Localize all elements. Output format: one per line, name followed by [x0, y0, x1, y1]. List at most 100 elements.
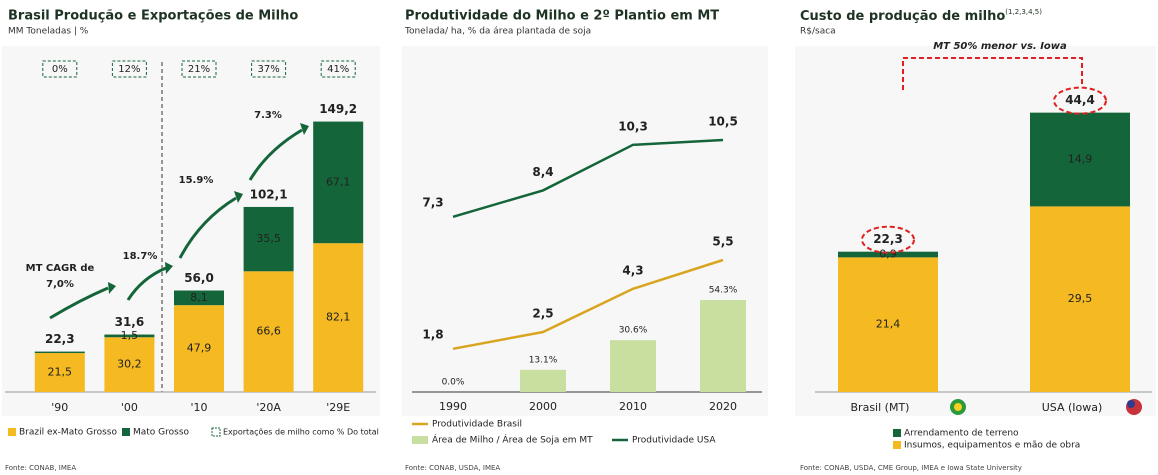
- data-label: 1,8: [422, 327, 443, 341]
- bar-segment: [313, 121, 364, 244]
- x-tick-label: 2010: [619, 400, 647, 413]
- total-highlight: [1053, 86, 1107, 115]
- chart-subtitle: Tonelada/ ha, % da área plantada de soja: [404, 27, 591, 37]
- export-box: [320, 60, 356, 78]
- arrow-head: [300, 123, 309, 135]
- chart-title: Produtividade do Milho e 2º Plantio em M…: [405, 9, 719, 24]
- annotation: 18.7%: [123, 251, 158, 262]
- data-label: 21,4: [876, 318, 901, 331]
- title-note: (1,2,3,4,5): [1005, 8, 1042, 16]
- bar: [520, 369, 566, 392]
- source: Fonte: CONAB, USDA, IMEA: [405, 464, 500, 472]
- legend-swatch: [122, 428, 130, 436]
- legend-label: Exportações de milho como % Do total: [223, 428, 379, 437]
- annotation: MT CAGR de: [26, 263, 95, 274]
- bar-segment: [174, 290, 224, 306]
- bar-segment: [1030, 112, 1130, 207]
- legend-swatch: [8, 428, 16, 436]
- total-label: 44,4: [1065, 93, 1095, 107]
- export-share-label: 0%: [52, 64, 68, 75]
- data-label: 10,3: [618, 119, 648, 133]
- arrow-head: [165, 262, 173, 274]
- legend-label: Área de Milho / Área de Soja em MT: [432, 434, 593, 446]
- flag-brazil-inner: [954, 403, 962, 411]
- data-label: 1,5: [121, 329, 139, 342]
- data-label: 2,5: [532, 307, 553, 321]
- x-tick-label: USA (Iowa): [1042, 401, 1103, 414]
- data-label: 13.1%: [529, 355, 558, 365]
- legend-label: Arrendamento de terreno: [904, 429, 1019, 439]
- data-label: 54.3%: [709, 286, 738, 296]
- export-share-label: 12%: [118, 64, 140, 75]
- total-label: 31,6: [115, 315, 145, 329]
- chart-title: Custo de produção de milho(1,2,3,4,5): [800, 8, 1042, 24]
- bar-segment: [838, 257, 938, 392]
- flag-usa-inner: [1127, 400, 1135, 408]
- legend-label: Produtividade Brasil: [432, 420, 522, 430]
- line: [452, 258, 724, 351]
- data-label: 35,5: [256, 232, 281, 245]
- chart-title: Brasil Produção e Exportações de Milho: [8, 9, 298, 24]
- export-box: [111, 60, 147, 78]
- bar-segment: [243, 206, 294, 272]
- x-tick-label: 2020: [709, 400, 737, 413]
- legend-swatch: [211, 427, 221, 437]
- total-label: 102,1: [250, 187, 288, 201]
- legend-swatch: [412, 436, 428, 444]
- growth-arrows: [49, 128, 303, 320]
- title-text: Custo de produção de milho: [800, 9, 1005, 24]
- export-share-label: 21%: [188, 64, 210, 75]
- data-label: 5,5: [712, 235, 733, 249]
- x-tick-label: '00: [121, 401, 138, 414]
- data-label: 8,4: [532, 165, 553, 179]
- export-box: [181, 60, 217, 78]
- data-label: 30.6%: [619, 326, 648, 336]
- total-highlight: [861, 225, 915, 254]
- bar-segment: [104, 334, 155, 338]
- bar-segment: [34, 351, 85, 354]
- data-label: 47,9: [187, 342, 212, 355]
- data-label: 29,5: [1068, 292, 1093, 305]
- data-label: 67,1: [326, 175, 351, 188]
- legend-swatch: [893, 441, 901, 449]
- data-label: 21,5: [48, 366, 73, 379]
- legend-label: Insumos, equipamentos e mão de obra: [904, 441, 1080, 451]
- comparison-bracket: [902, 57, 1083, 90]
- total-label: 22,3: [873, 232, 903, 246]
- bar-segment: [313, 243, 364, 392]
- data-label: 30,2: [117, 358, 142, 371]
- export-box: [42, 60, 78, 78]
- arrow-head: [108, 282, 116, 294]
- arrow: [178, 196, 237, 259]
- data-label: 7,3: [422, 195, 443, 209]
- x-tick-label: '90: [51, 401, 68, 414]
- data-label: 14,9: [1068, 153, 1093, 166]
- bar-segment: [104, 337, 155, 392]
- total-label: 56,0: [184, 271, 214, 285]
- source: Fonte: CONAB, USDA, CME Group, IMEA e Io…: [800, 464, 1022, 472]
- data-label: 0.0%: [442, 378, 465, 388]
- legend-swatch: [893, 429, 901, 437]
- x-tick-label: '20A: [256, 401, 281, 414]
- bar-segment: [1030, 206, 1130, 392]
- x-tick-label: '29E: [326, 401, 350, 414]
- bar-segment: [243, 271, 294, 392]
- x-tick-label: Brasil (MT): [851, 401, 910, 414]
- legend-label: Brazil ex-Mato Grosso: [19, 428, 117, 438]
- line: [452, 138, 724, 218]
- annotation: MT 50% menor vs. Iowa: [933, 41, 1067, 52]
- export-share-label: 37%: [257, 64, 279, 75]
- annotation: 15.9%: [179, 175, 214, 186]
- arrow: [49, 286, 109, 320]
- arrow: [126, 266, 167, 301]
- export-box: [251, 60, 287, 78]
- annotation: 7.3%: [254, 110, 282, 121]
- x-tick-label: 2000: [529, 400, 557, 413]
- annotation: 7,0%: [46, 279, 74, 290]
- bar: [700, 300, 746, 392]
- chart-subtitle: MM Toneladas | %: [8, 27, 89, 37]
- data-label: 0,9: [879, 248, 897, 261]
- x-tick-label: 1990: [439, 400, 467, 413]
- legend-label: Produtividade USA: [632, 436, 716, 446]
- bar-segment: [34, 353, 85, 392]
